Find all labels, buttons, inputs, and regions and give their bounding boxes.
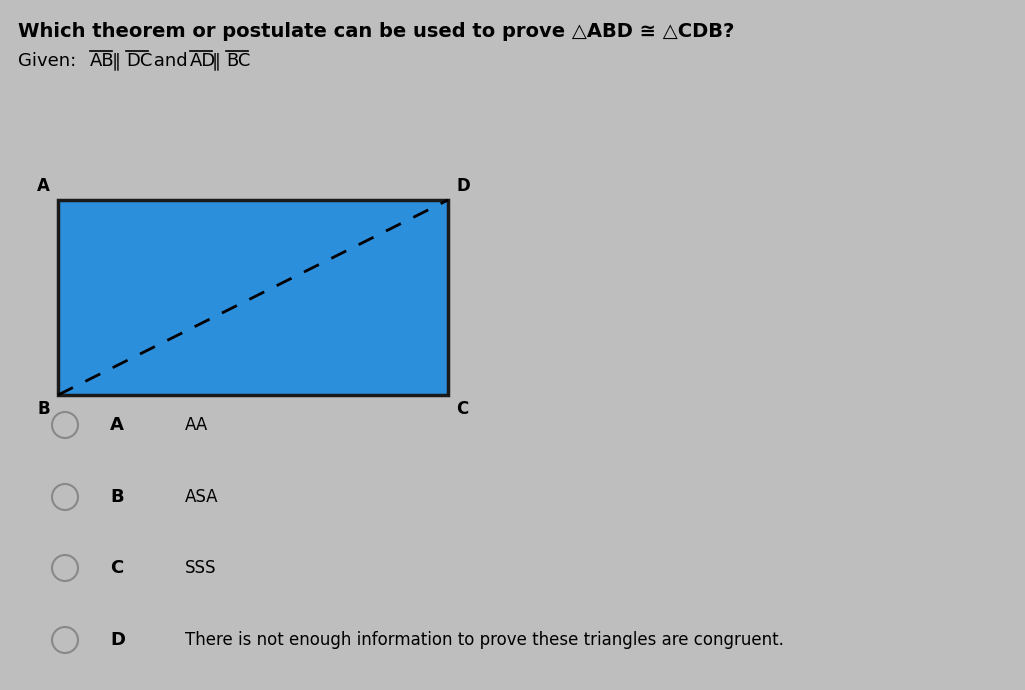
Text: D: D <box>110 631 125 649</box>
Text: AD: AD <box>190 52 216 70</box>
Text: ASA: ASA <box>184 488 218 506</box>
Text: Given:: Given: <box>18 52 82 70</box>
Text: and: and <box>148 52 194 70</box>
Text: AB: AB <box>90 52 115 70</box>
Text: A: A <box>37 177 50 195</box>
Text: AA: AA <box>184 416 208 434</box>
Text: B: B <box>110 488 124 506</box>
Text: SSS: SSS <box>184 559 216 577</box>
Text: ∥: ∥ <box>212 52 221 70</box>
Text: D: D <box>456 177 469 195</box>
Text: C: C <box>456 400 468 418</box>
Bar <box>58 200 448 395</box>
Text: B: B <box>37 400 50 418</box>
Text: Which theorem or postulate can be used to prove △ABD ≅ △CDB?: Which theorem or postulate can be used t… <box>18 22 734 41</box>
Text: A: A <box>110 416 124 434</box>
Text: BC: BC <box>226 52 250 70</box>
Text: ∥: ∥ <box>112 52 121 70</box>
Text: C: C <box>110 559 123 577</box>
Text: DC: DC <box>126 52 153 70</box>
Text: There is not enough information to prove these triangles are congruent.: There is not enough information to prove… <box>184 631 784 649</box>
